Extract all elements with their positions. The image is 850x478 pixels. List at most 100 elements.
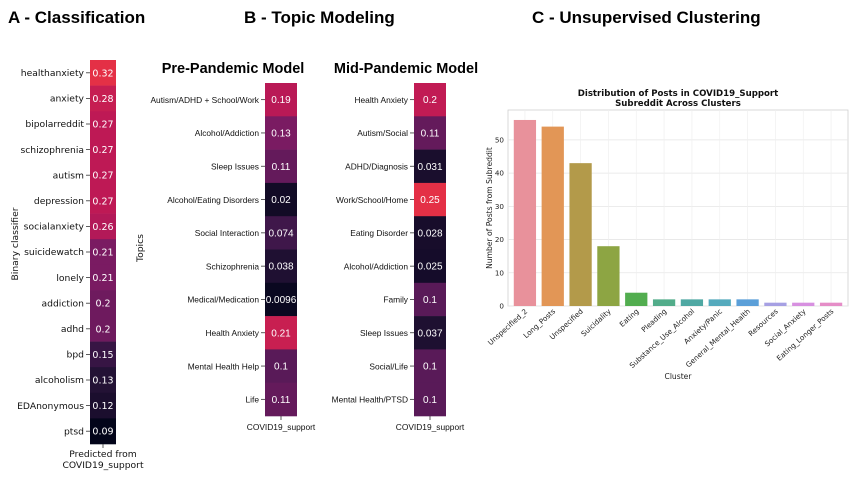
heatmap-cell-label: 0.2 xyxy=(95,324,110,335)
heatmap-cell xyxy=(90,136,116,163)
heatmap-row-label: Life xyxy=(245,395,259,405)
heatmap-row-label: Schizophrenia xyxy=(206,261,259,271)
heatmap-cell-label: 0.32 xyxy=(92,68,113,79)
heatmap-row-label: Mental Health Help xyxy=(188,361,260,371)
heatmap-cell xyxy=(265,249,297,284)
heatmap-row-label: depression xyxy=(34,196,84,207)
heatmap-row-label: Health Anxiety xyxy=(354,95,408,105)
heatmap-cell xyxy=(90,162,116,189)
heatmap-cell-label: 0.27 xyxy=(92,196,113,207)
heatmap-cell-label: 0.031 xyxy=(417,162,442,173)
heatmap-cell xyxy=(90,111,116,138)
plot-area xyxy=(507,109,849,307)
heatmap-cell-label: 0.1 xyxy=(274,362,288,373)
heatmap-row-label: Alcohol/Eating Disorders xyxy=(167,195,259,205)
heatmap-cell xyxy=(265,116,297,150)
pre-pandemic-title: Pre-Pandemic Model xyxy=(162,61,305,77)
bar xyxy=(652,299,676,306)
heatmap-cell-label: 0.2 xyxy=(95,299,110,310)
x-tick-label: Unspecified_2 xyxy=(486,307,529,347)
heatmap-cell xyxy=(90,188,116,214)
heatmap-cell-label: 0.12 xyxy=(92,401,113,412)
heatmap-row-label: Work/School/Home xyxy=(336,195,408,205)
heatmap-cell xyxy=(414,349,446,383)
heatmap-row-label: alcoholism xyxy=(35,375,84,386)
pre-pandemic-heatmap: 0.19 Autism/ADHD + School/Work 0.13 Alcohol… xyxy=(150,83,297,420)
heatmap-cell xyxy=(90,264,116,291)
panel-a-title: A - Classification xyxy=(8,8,145,27)
heatmap-cell xyxy=(265,83,297,117)
heatmap-cell xyxy=(90,316,116,342)
heatmap-row-label: ptsd xyxy=(64,426,84,437)
heatmap-row-label: Eating Disorder xyxy=(350,228,408,238)
heatmap-cell xyxy=(414,282,446,317)
panel-a-ylabel: Binary classifier xyxy=(10,207,21,280)
x-tick-label: Suicidality xyxy=(579,306,613,338)
heatmap-cell xyxy=(414,382,446,417)
y-tick-label: 10 xyxy=(495,268,505,277)
panel-c-chart-title-line1: Distribution of Posts in COVID19_Support xyxy=(578,89,779,99)
bar xyxy=(597,246,620,306)
heatmap-cell-label: 0.21 xyxy=(271,328,291,339)
heatmap-cell-label: 0.025 xyxy=(417,262,442,273)
heatmap-row-label: bpd xyxy=(67,350,85,361)
bar xyxy=(736,299,759,306)
heatmap-cell-label: 0.11 xyxy=(272,162,291,173)
bar xyxy=(792,302,815,306)
heatmap-cell-label: 0.27 xyxy=(92,120,113,131)
heatmap-cell xyxy=(90,85,116,112)
heatmap-cell-label: 0.1 xyxy=(423,362,437,373)
heatmap-row-label: suicidewatch xyxy=(24,247,84,258)
heatmap-cell-label: 0.27 xyxy=(92,171,113,182)
heatmap-cell xyxy=(414,182,446,217)
heatmap-cell-label: 0.13 xyxy=(92,376,113,387)
heatmap-cell xyxy=(414,316,446,350)
heatmap-row-label: Alcohol/Addiction xyxy=(195,128,260,138)
y-tick-label: 40 xyxy=(495,169,505,178)
heatmap-row-label: Social/Life xyxy=(369,361,408,371)
heatmap-cell-label: 0.02 xyxy=(271,195,291,206)
panel-c-bar-chart: 01020304050Unspecified_2Long_PostsUnspec… xyxy=(486,109,849,370)
heatmap-cell xyxy=(414,249,446,284)
heatmap-cell-label: 0.26 xyxy=(92,222,113,233)
heatmap-cell xyxy=(265,216,297,250)
bar xyxy=(708,299,731,306)
heatmap-cell xyxy=(265,182,297,217)
heatmap-row-label: Sleep Issues xyxy=(211,161,259,171)
mid-pandemic-heatmap: 0.2 Health Anxiety 0.11 Autism/Social 0.031 A… xyxy=(332,83,446,420)
heatmap-cell-label: 0.1 xyxy=(423,295,437,306)
heatmap-row-label: Social Interaction xyxy=(195,228,260,238)
heatmap-cell xyxy=(90,239,116,266)
heatmap-cell-label: 0.074 xyxy=(268,228,293,239)
heatmap-cell-label: 0.038 xyxy=(268,262,293,273)
heatmap-row-label: ADHD/Diagnosis xyxy=(345,161,408,171)
heatmap-cell-label: 0.28 xyxy=(92,94,113,105)
heatmap-cell xyxy=(414,83,446,117)
heatmap-cell-label: 0.2 xyxy=(423,95,437,106)
heatmap-row-label: Mental Health/PTSD xyxy=(332,395,408,405)
heatmap-cell xyxy=(90,60,116,86)
heatmap-cell xyxy=(265,382,297,417)
panel-c-chart-title-line2: Subreddit Across Clusters xyxy=(615,99,741,109)
heatmap-cell-label: 0.19 xyxy=(271,95,291,106)
heatmap-row-label: autism xyxy=(53,170,84,181)
heatmap-cell xyxy=(414,216,446,250)
heatmap-cell-label: 0.11 xyxy=(272,395,291,406)
panel-b-title: B - Topic Modeling xyxy=(244,8,395,27)
y-tick-label: 0 xyxy=(499,302,504,311)
heatmap-cell xyxy=(265,316,297,350)
heatmap-cell xyxy=(265,349,297,383)
heatmap-row-label: bipolarreddit xyxy=(25,119,84,130)
bar xyxy=(819,302,843,306)
heatmap-row-label: healthanxiety xyxy=(21,68,85,79)
heatmap-row-label: Health Anxiety xyxy=(205,328,259,338)
heatmap-cell-label: 0.037 xyxy=(417,328,442,339)
bar xyxy=(680,299,704,306)
panel-b-ylabel: Topics xyxy=(135,234,146,263)
heatmap-cell-label: 0.028 xyxy=(417,228,442,239)
panel-c-ylabel: Number of Posts from Subreddit xyxy=(485,147,494,269)
panel-a-xlabel-line1: Predicted from xyxy=(69,449,136,460)
bar xyxy=(569,163,592,306)
bar xyxy=(541,126,564,306)
